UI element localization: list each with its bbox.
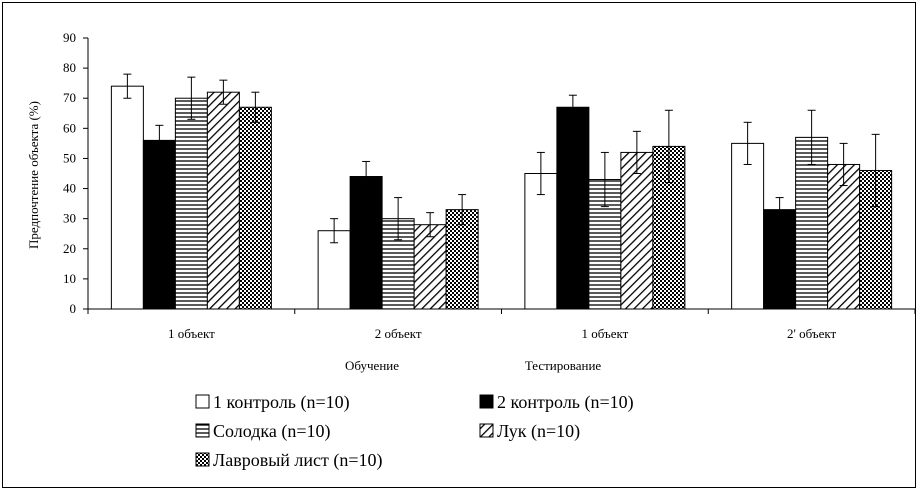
group-label-training: Обучение [345, 358, 399, 373]
x-category-label: 2 объект [375, 326, 422, 341]
x-category-label: 1 объект [581, 326, 628, 341]
bar [556, 106, 590, 310]
y-tick-label: 60 [63, 120, 76, 135]
legend-label: Лавровый лист (n=10) [213, 450, 383, 471]
bar [413, 224, 447, 310]
y-tick-label: 20 [63, 241, 76, 256]
bar [349, 176, 383, 310]
legend-swatch [479, 423, 494, 438]
y-tick-label: 40 [63, 181, 76, 196]
y-tick-label: 80 [63, 60, 76, 75]
legend-label: 2 контроль (n=10) [497, 392, 634, 413]
y-tick-label: 90 [63, 30, 76, 45]
bar [317, 230, 351, 310]
legend-swatch [479, 394, 494, 409]
legend-label: Солодка (n=10) [213, 421, 331, 442]
y-tick-label: 0 [70, 301, 77, 316]
bar [110, 85, 144, 310]
bar [731, 142, 765, 310]
y-tick-label: 10 [63, 271, 76, 286]
legend-label: Лук (n=10) [497, 421, 580, 442]
bar [238, 106, 272, 310]
bar [206, 91, 240, 310]
bar [763, 209, 797, 310]
x-category-label: 1 объект [168, 326, 215, 341]
y-tick-label: 30 [63, 211, 76, 226]
legend: 1 контроль (n=10) 2 контроль (n=10) Солодк… [195, 392, 634, 471]
y-tick-label: 50 [63, 150, 76, 165]
bar [795, 136, 829, 310]
legend-swatch [195, 423, 210, 438]
bar [142, 139, 176, 310]
bar [827, 163, 861, 310]
legend-swatch [195, 452, 210, 467]
bar [445, 209, 479, 310]
legend-swatch [195, 394, 210, 409]
y-tick-label: 70 [63, 90, 76, 105]
bar [620, 151, 654, 310]
x-category-label: 2' объект [787, 326, 837, 341]
group-label-testing: Тестирование [525, 358, 602, 373]
bar [174, 97, 208, 310]
y-axis-title: Предпочтение объекта (%) [26, 101, 41, 249]
legend-label: 1 контроль (n=10) [213, 392, 350, 413]
